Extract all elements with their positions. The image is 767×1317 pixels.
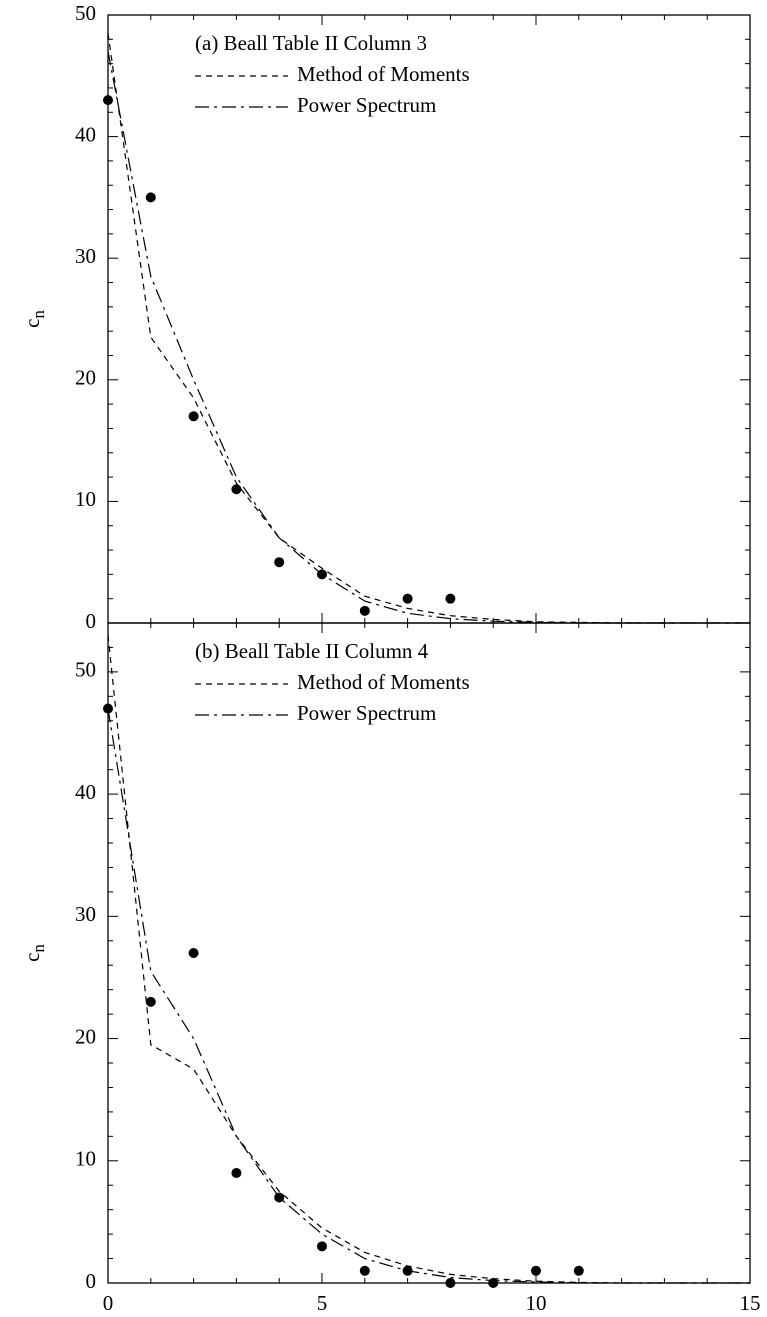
data-point — [445, 593, 456, 604]
data-point — [231, 1168, 242, 1178]
series-line — [107, 33, 750, 624]
y-axis-label: cn — [20, 310, 48, 328]
y-tick-label: 50 — [75, 658, 96, 682]
legend-label: Method of Moments — [297, 670, 470, 694]
x-tick-label: 15 — [740, 1291, 761, 1315]
data-point — [573, 1265, 584, 1276]
legend-label: Method of Moments — [297, 62, 470, 86]
y-tick-label: 50 — [75, 1, 96, 25]
y-tick-label: 0 — [86, 609, 97, 633]
y-axis-label-base: c — [20, 953, 44, 962]
data-point — [145, 996, 156, 1007]
plot-frame — [107, 622, 751, 1284]
data-point — [359, 1265, 370, 1276]
x-tick-label: 0 — [103, 1291, 114, 1315]
data-point — [145, 192, 156, 203]
x-tick-label: 5 — [317, 1291, 328, 1315]
data-point — [402, 593, 413, 604]
y-tick-label: 10 — [75, 1147, 96, 1171]
data-point — [188, 948, 199, 958]
y-tick-label: 10 — [75, 487, 96, 511]
y-axis-label-sub: n — [29, 310, 48, 319]
data-point — [359, 605, 370, 616]
y-tick-label: 0 — [86, 1269, 97, 1293]
y-tick-label: 40 — [75, 780, 96, 804]
data-point — [445, 1278, 456, 1288]
y-tick-label: 30 — [75, 244, 96, 268]
data-point — [531, 1265, 541, 1276]
y-tick-label: 20 — [75, 1024, 96, 1048]
data-point — [231, 484, 242, 495]
legend-label: Power Spectrum — [297, 93, 436, 117]
data-point — [317, 1241, 327, 1252]
y-tick-label: 40 — [75, 122, 96, 146]
y-axis-label: cn — [20, 944, 48, 962]
panel-title: (b) Beall Table II Column 4 — [195, 639, 429, 663]
data-point — [274, 1192, 285, 1203]
y-axis-label-base: c — [20, 319, 44, 328]
y-axis-label-sub: n — [29, 944, 48, 953]
legend-label: Power Spectrum — [297, 701, 436, 725]
series-line — [107, 635, 750, 1284]
data-point — [188, 411, 199, 422]
x-tick-label: 10 — [526, 1291, 547, 1315]
data-point — [103, 703, 113, 714]
series-line — [107, 51, 750, 624]
series-line — [107, 708, 750, 1284]
y-tick-label: 20 — [75, 366, 96, 390]
panel-title: (a) Beall Table II Column 3 — [195, 31, 427, 55]
data-point — [274, 557, 285, 568]
y-tick-label: 30 — [75, 902, 96, 926]
data-point — [103, 95, 113, 106]
